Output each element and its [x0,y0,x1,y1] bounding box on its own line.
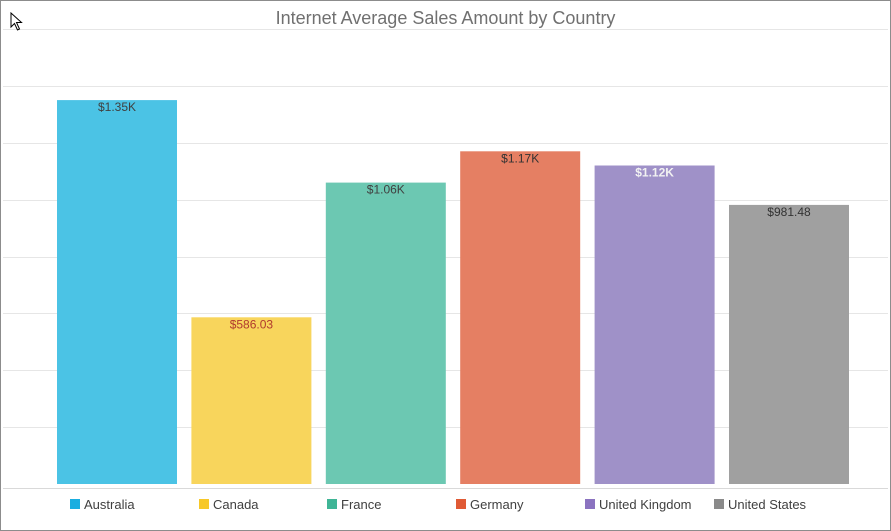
bar-france[interactable] [325,182,446,484]
bar-germany[interactable] [460,151,581,485]
legend-label: United States [728,496,807,512]
legend-label: Germany [470,496,524,512]
data-label: $981.48 [767,205,811,219]
legend-item-united-states[interactable]: United States [714,494,806,514]
legend-label: United Kingdom [599,496,692,512]
bar-united-kingdom[interactable] [594,165,715,485]
legend-item-canada[interactable]: Canada [199,494,259,514]
bar-united-states[interactable] [729,204,849,484]
legend-item-germany[interactable]: Germany [456,494,523,514]
data-label: $1.12K [635,166,674,180]
legend-label: Australia [84,496,135,512]
data-label: $1.17K [501,151,539,165]
bar-canada[interactable] [191,317,312,484]
legend-swatch [199,499,209,509]
legend-label: France [341,496,382,512]
legend-swatch [456,499,466,509]
bars [57,100,849,485]
legend-swatch [70,499,80,509]
legend-item-united-kingdom[interactable]: United Kingdom [585,494,692,514]
chart-title: Internet Average Sales Amount by Country [275,8,616,28]
legend-swatch [585,499,595,509]
legend-item-france[interactable]: France [327,494,381,514]
legend-swatch [714,499,724,509]
legend-swatch [327,499,337,509]
legend: Australia Canada France Germany United Kingd… [0,494,891,518]
legend-label: Canada [213,496,259,512]
data-label: $1.06K [367,183,405,197]
data-label: $1.35K [98,100,136,114]
data-labels: $1.35K $586.03 $1.06K $1.17K $1.12K $981.48 [98,100,811,331]
mouse-pointer-icon [10,12,23,31]
data-label: $586.03 [230,317,274,331]
legend-item-australia[interactable]: Australia [70,494,135,514]
bar-australia[interactable] [57,100,177,484]
